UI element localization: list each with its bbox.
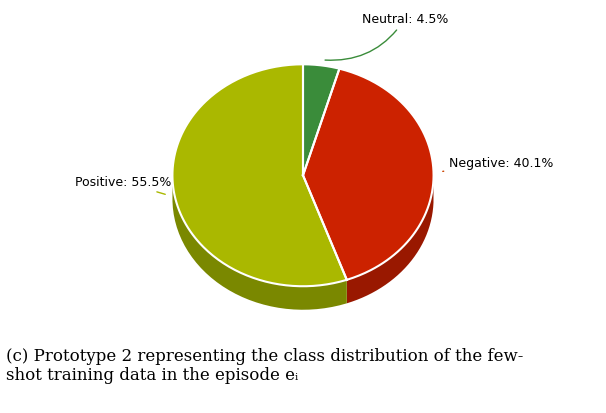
Text: Positive: 55.5%: Positive: 55.5% (75, 176, 171, 195)
Text: Negative: 40.1%: Negative: 40.1% (443, 157, 554, 172)
Polygon shape (347, 180, 433, 304)
Polygon shape (303, 69, 433, 280)
Polygon shape (173, 178, 347, 310)
Polygon shape (303, 65, 339, 176)
Polygon shape (173, 65, 347, 287)
Text: Neutral: 4.5%: Neutral: 4.5% (325, 13, 448, 61)
Text: (c) Prototype 2 representing the class distribution of the few-
shot training da: (c) Prototype 2 representing the class d… (6, 347, 524, 383)
